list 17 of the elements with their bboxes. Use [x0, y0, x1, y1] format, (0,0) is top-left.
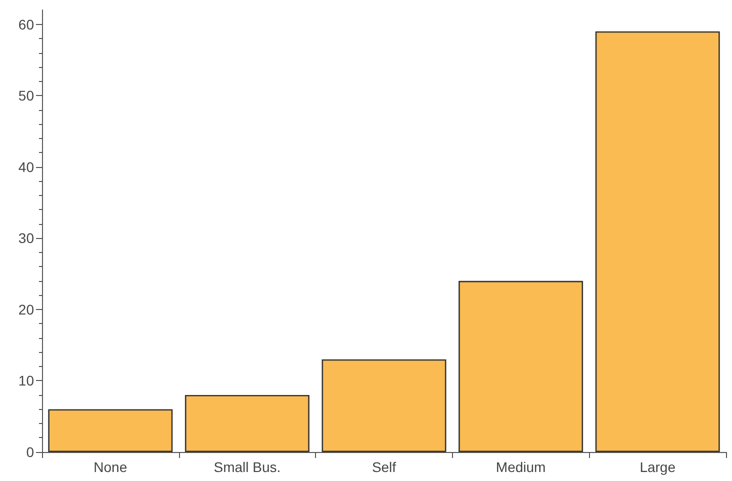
x-tick-label: Medium [496, 459, 546, 475]
bar [184, 394, 310, 452]
y-tick-label: 50 [18, 88, 34, 104]
bar [458, 280, 584, 452]
bar [48, 409, 173, 452]
y-tick-label: 10 [18, 372, 34, 389]
y-tick-label: 60 [18, 16, 34, 32]
y-tick-label: 0 [26, 444, 34, 460]
bar [595, 31, 720, 452]
x-tick-label: None [94, 459, 128, 475]
y-tick-label: 20 [18, 301, 34, 318]
y-tick-label: 30 [18, 230, 34, 246]
y-tick-label: 40 [18, 158, 34, 175]
x-tick-label: Large [640, 459, 676, 475]
bar [322, 359, 446, 452]
x-tick-label: Self [372, 459, 396, 475]
x-tick-label: Small Bus. [214, 459, 281, 475]
